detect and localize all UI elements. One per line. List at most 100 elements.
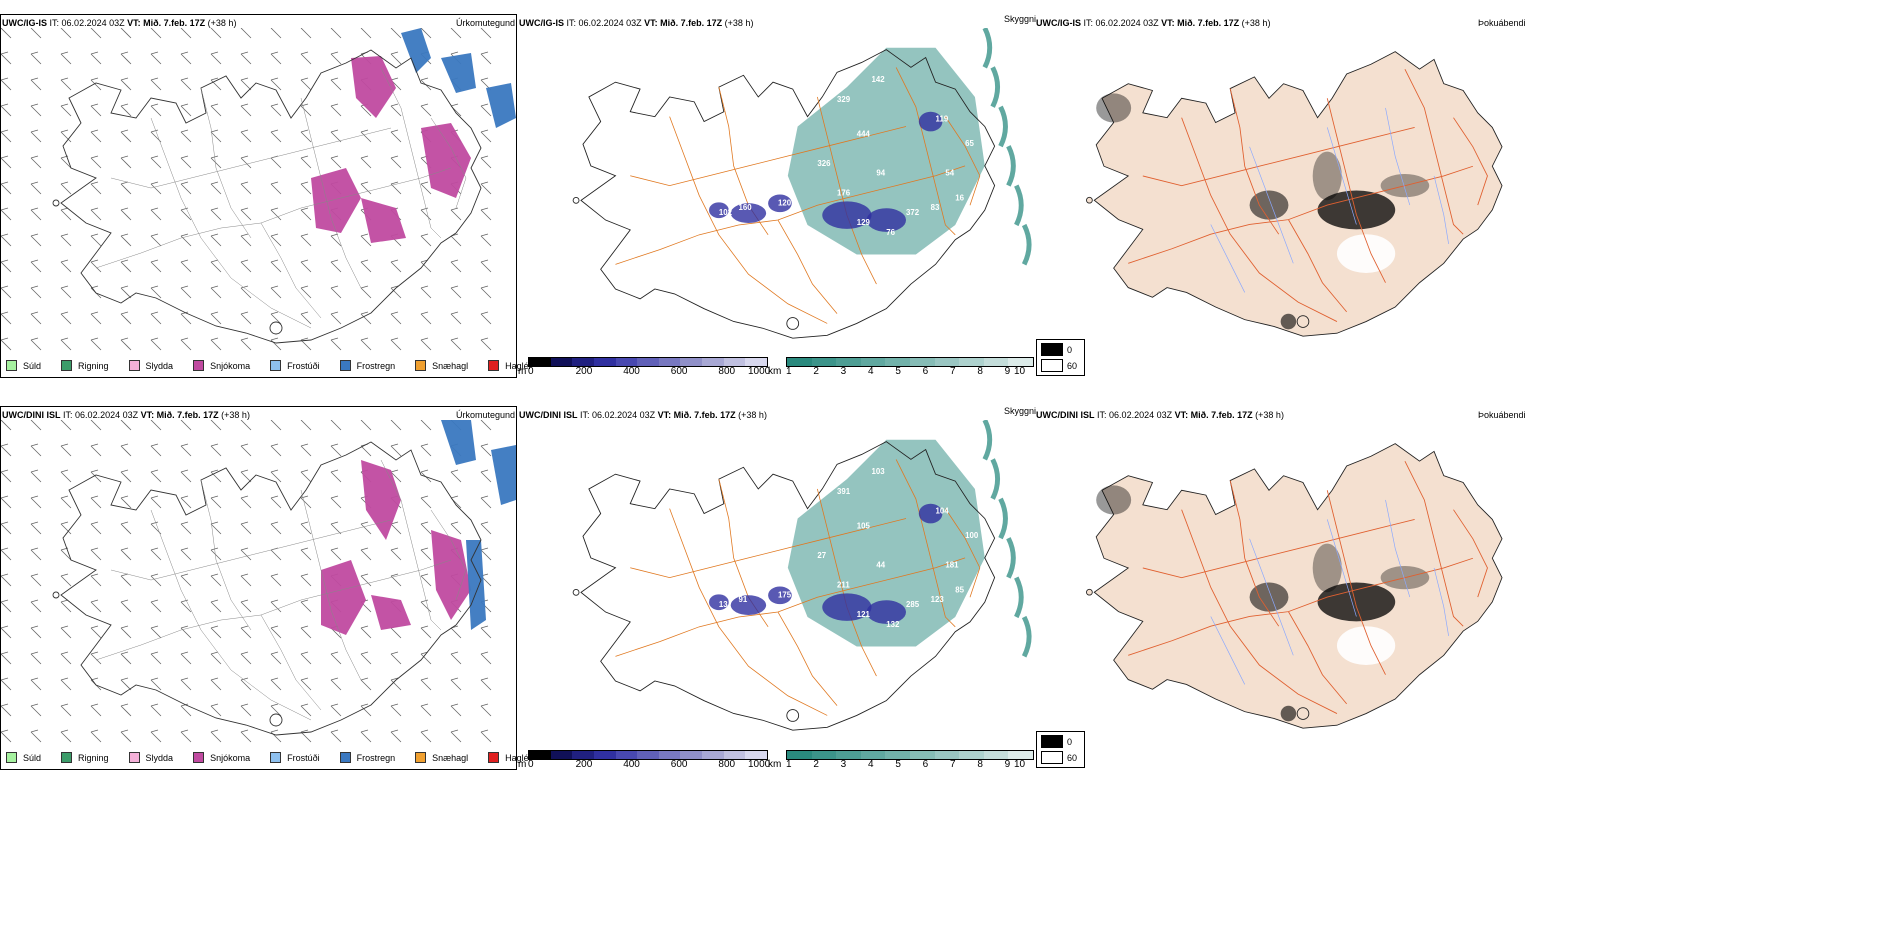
wind-barb [150,575,162,587]
wind-barb [420,705,432,717]
ceiling-value-label: 16 [955,193,964,202]
wind-barb [180,601,192,613]
wind-barb [60,209,72,221]
wind-barb [420,601,432,613]
precip-map[interactable] [1,28,516,358]
wind-barb [30,705,42,717]
wind-barb [450,731,462,743]
wind-barb [420,653,432,665]
scale-tick: 600 [670,366,688,377]
scale-tick: 1 [786,366,792,377]
legend-label: Haglél [505,360,531,371]
wind-barb [90,731,102,743]
ceiling-value-label: 85 [955,585,964,594]
wind-barb [270,157,282,169]
legend-label: Snæhagl [432,360,469,371]
freezing-rain-area [486,83,516,128]
wind-barb [420,235,432,247]
wind-barb [150,287,162,299]
low-ceiling-area [918,111,943,132]
visibility-map[interactable]: 329 444 94 176 372 58 129 120 326 142 119 54 65 76 160… [518,28,1033,353]
legend-swatch [339,752,351,763]
fog-map[interactable] [1036,420,1536,745]
panel-title: UWC/IG-IS IT: 06.02.2024 03Z VT: Mið. 7.… [2,18,237,28]
wind-barb [480,183,492,195]
wind-barb [300,53,312,65]
freezing-rain-area [466,540,486,630]
wind-barb [120,705,132,717]
fog-map[interactable] [1036,28,1536,353]
wind-barb [240,445,252,457]
wind-barb [480,627,492,639]
wind-barb [90,445,102,457]
wind-barb [330,313,342,325]
wind-barb [450,627,462,639]
wind-barb [90,471,102,483]
wind-barb [390,157,402,169]
scale-tick: 10 [1014,759,1026,770]
ceiling-value-label: 27 [817,551,826,560]
wind-barb [240,313,252,325]
scale-step [909,751,935,759]
wind-barb [420,287,432,299]
scale-step [637,358,659,366]
legend-label: Snjókoma [210,752,251,763]
snow-area [311,168,361,233]
wind-barb [270,235,282,247]
wind-barb [270,653,282,665]
wind-barb [360,313,372,325]
snow-area [371,595,411,630]
low-ceiling-area [730,595,767,615]
wind-barb [240,471,252,483]
fog-index-area [1249,190,1289,220]
wind-barb [480,339,492,351]
wind-barb [270,53,282,65]
wind-barb [450,313,462,325]
scale-tick: 4 [868,759,874,770]
fog-index-area [1096,485,1132,515]
scale-step [702,751,724,759]
legend-swatch [6,360,17,371]
wind-barb [60,575,72,587]
fog-legend-swatch [1041,343,1063,356]
wind-barb [60,79,72,91]
wind-barb [180,79,192,91]
scale-tick: 400 [623,366,640,377]
legend-swatch [415,360,427,371]
wind-barb [180,575,192,587]
wind-barb [390,549,402,561]
scale-step [550,358,573,366]
precip-map[interactable] [1,420,516,750]
freezing-rain-area [401,28,431,73]
visibility-streak [1021,223,1032,266]
wind-barb [420,209,432,221]
wind-barb [390,131,402,143]
wind-barb [120,105,132,117]
scale-step [529,358,551,366]
wind-barb [330,523,342,535]
wind-barb [1,601,12,613]
visibility-map[interactable]: 391 105 44 211 285 15 121 175 27 103 104 181 100 132 9… [518,420,1033,745]
ceiling-scale-bar [528,750,768,760]
scale-tick: 0 [528,759,534,770]
wind-barb [60,679,72,691]
wind-barb [90,209,102,221]
wind-barb [420,183,432,195]
wind-barb [90,601,102,613]
legend-item: Snæhagl [415,752,468,763]
wind-barb [270,79,282,91]
legend-swatch [415,752,427,763]
wind-barb [30,53,42,65]
scale-step [680,751,703,759]
wind-barb [90,497,102,509]
wind-barb [210,183,222,195]
wind-barb [300,731,312,743]
wind-barb [90,705,102,717]
legend-item: Snjókoma [193,360,250,371]
wind-barb [390,28,402,39]
fog-legend-swatch [1041,735,1063,748]
legend-item: Súld [6,360,41,371]
wind-barb [30,420,42,431]
scale-step [572,751,594,759]
wind-barb [120,575,132,587]
